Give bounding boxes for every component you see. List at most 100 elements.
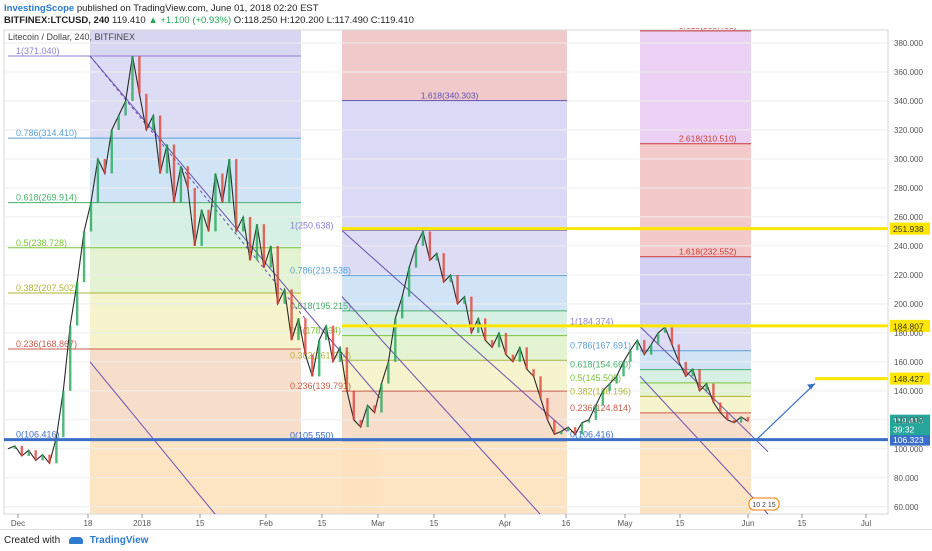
price-candle bbox=[739, 416, 743, 423]
price-candle bbox=[290, 289, 293, 341]
price-chart[interactable]: 1.618(340.303) 3.618(388.400) 2.618(310.51… bbox=[0, 28, 932, 529]
channel-line bbox=[341, 230, 568, 432]
price-candle bbox=[636, 340, 639, 351]
x-tick-label: Feb bbox=[259, 519, 273, 528]
price-candle bbox=[539, 376, 542, 399]
price-candle bbox=[490, 340, 494, 348]
extension-label: 1.618(232.552) bbox=[679, 247, 737, 257]
fib-band bbox=[342, 230, 567, 276]
price-candle bbox=[235, 158, 238, 232]
fib-label: 0.618(195.215) bbox=[290, 301, 351, 311]
author-name[interactable]: InvestingScope bbox=[4, 3, 75, 14]
fib-label: 1(250.638) bbox=[290, 221, 334, 231]
y-tick-label: 80.000 bbox=[894, 474, 919, 483]
price-candle bbox=[435, 253, 438, 261]
price-candle bbox=[89, 202, 93, 232]
price-candle bbox=[366, 405, 369, 428]
low-value: 117.490 bbox=[334, 15, 369, 26]
support-label: 184.807 bbox=[893, 321, 924, 331]
fib-label: 1(184.374) bbox=[570, 317, 614, 327]
x-tick-label: Jun bbox=[742, 519, 755, 528]
channel-line bbox=[341, 296, 541, 515]
x-tick-label: 2018 bbox=[133, 519, 151, 528]
price-candle bbox=[359, 419, 362, 428]
y-tick-label: 180.000 bbox=[894, 329, 923, 338]
close-value: 119.410 bbox=[380, 15, 414, 26]
fib-label: 0(106.416) bbox=[570, 429, 614, 439]
fib-band bbox=[90, 56, 301, 139]
y-tick-label: 220.000 bbox=[894, 271, 923, 280]
price-candle bbox=[525, 347, 528, 370]
price-candle bbox=[746, 416, 750, 422]
price-candle bbox=[338, 347, 342, 362]
extension-label: 2.618(310.510) bbox=[679, 134, 737, 144]
price-candle bbox=[622, 361, 625, 377]
price-candle bbox=[546, 398, 549, 420]
close-label: C: bbox=[370, 15, 381, 26]
price-candle bbox=[670, 327, 674, 345]
fib-label: 0(105.550) bbox=[290, 431, 334, 441]
projection-arrow bbox=[755, 383, 816, 441]
badge-text: 10 2 15 bbox=[752, 502, 775, 509]
y-tick-label: 320.000 bbox=[894, 126, 923, 135]
grid-lines bbox=[3, 29, 889, 515]
extension-label: 3.618(388.400) bbox=[679, 28, 737, 31]
price-candle bbox=[269, 245, 273, 268]
price-candle bbox=[387, 361, 390, 384]
support-label-box bbox=[890, 372, 930, 385]
channel-line bbox=[89, 55, 381, 399]
price-candle bbox=[677, 344, 681, 362]
support-label: 148.427 bbox=[893, 374, 924, 384]
publish-line: InvestingScope published on TradingView.… bbox=[4, 3, 319, 14]
price-candle bbox=[255, 224, 259, 261]
fib-label: 0.5(145.505) bbox=[570, 373, 621, 383]
price-candle bbox=[456, 274, 459, 304]
fib-band bbox=[640, 382, 751, 397]
price-candle bbox=[352, 390, 355, 420]
price-label: 119.410 bbox=[893, 416, 923, 426]
price-candle bbox=[124, 101, 127, 116]
price-candle bbox=[241, 216, 245, 232]
price-candle bbox=[698, 369, 701, 391]
price-candle bbox=[463, 296, 466, 304]
price-candle bbox=[656, 332, 660, 345]
price-candle bbox=[497, 332, 501, 348]
price-candle bbox=[470, 296, 473, 333]
price-candle bbox=[96, 158, 100, 203]
fib-label: 0.236(168.867) bbox=[16, 339, 77, 349]
price-candle bbox=[560, 431, 563, 435]
extension-label: 1.618(340.303) bbox=[421, 91, 479, 101]
x-tick-label: 15 bbox=[318, 519, 327, 528]
fib-label: 0.5(178.094) bbox=[290, 326, 341, 336]
created-label: Created with bbox=[4, 535, 61, 546]
x-tick-label: 15 bbox=[430, 519, 439, 528]
price-candle bbox=[518, 347, 521, 362]
fib-band bbox=[342, 335, 567, 361]
fib-label: 0.5(238.728) bbox=[16, 238, 67, 248]
fib-label: 0(106.416) bbox=[16, 429, 60, 439]
price-candle bbox=[401, 296, 404, 319]
x-tick-label: Dec bbox=[11, 519, 25, 528]
channel-line bbox=[639, 326, 769, 453]
price-candle bbox=[345, 347, 349, 391]
y-tick-label: 360.000 bbox=[894, 68, 923, 77]
price-candle bbox=[394, 318, 397, 362]
chart-header: InvestingScope published on TradingView.… bbox=[0, 0, 932, 28]
price-candle bbox=[214, 173, 217, 232]
x-tick-label: Apr bbox=[499, 519, 512, 528]
tradingview-link[interactable]: TradingView bbox=[89, 535, 149, 546]
price-candle bbox=[103, 158, 107, 174]
price-candle bbox=[726, 412, 729, 420]
x-tick-label: May bbox=[617, 519, 632, 528]
price-candle bbox=[207, 209, 210, 232]
price-candle bbox=[297, 318, 300, 341]
trend-channels bbox=[89, 55, 816, 515]
fib-label: 0.786(167.691) bbox=[570, 341, 631, 351]
x-tick-label: Jul bbox=[861, 519, 871, 528]
support-label-box bbox=[890, 433, 930, 446]
price-candle bbox=[152, 115, 155, 130]
y-tick-label: 340.000 bbox=[894, 97, 923, 106]
price-label: 39:32 bbox=[893, 425, 915, 435]
y-tick-label: 380.000 bbox=[894, 39, 923, 48]
fib-label: 0.236(124.814) bbox=[570, 403, 631, 413]
